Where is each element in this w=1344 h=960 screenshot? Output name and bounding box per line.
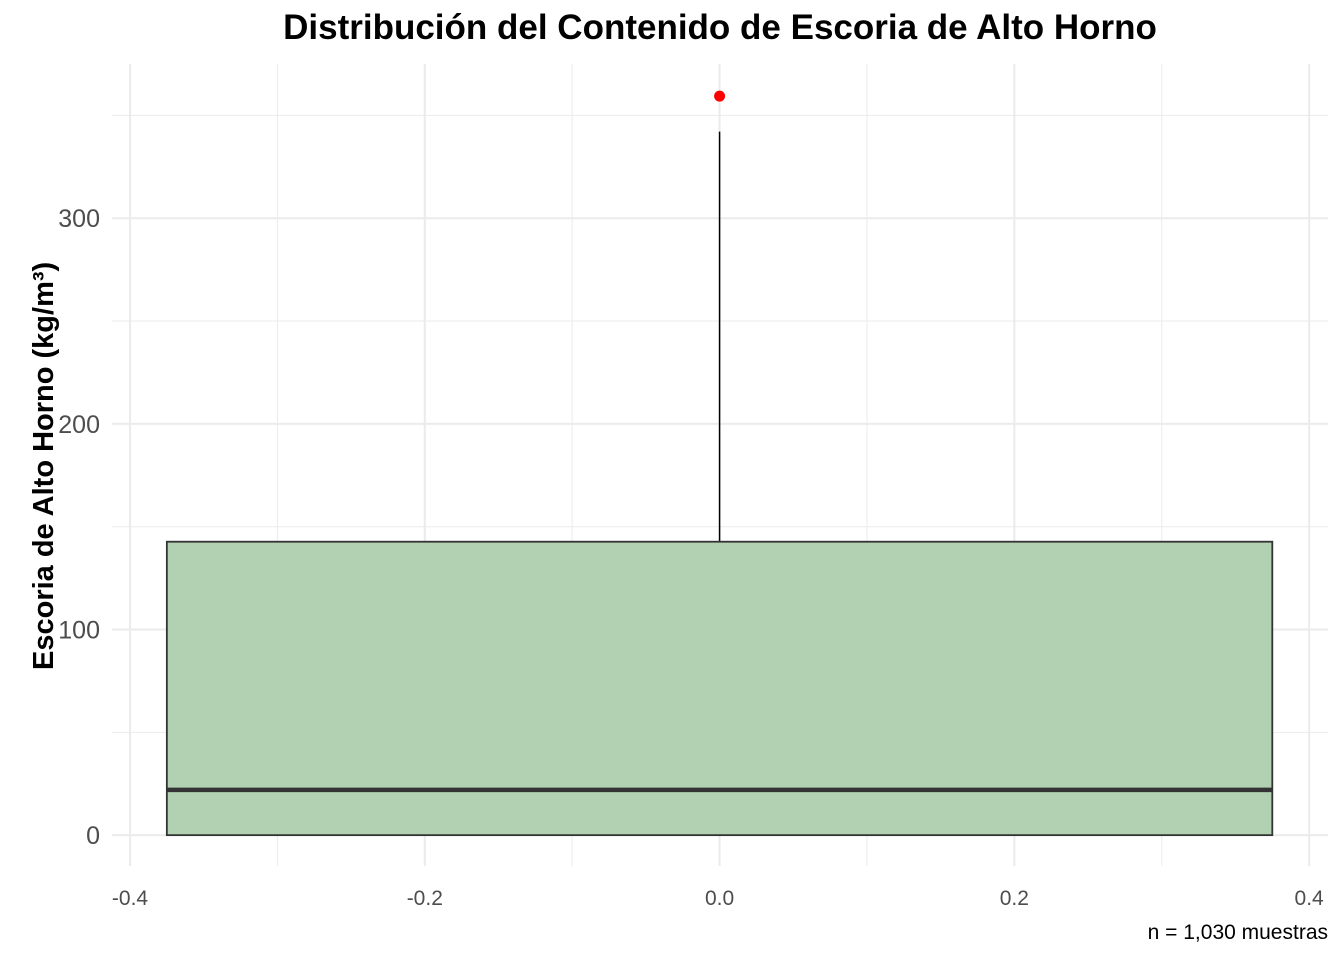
y-axis-label: Escoria de Alto Horno (kg/m³) bbox=[27, 261, 60, 670]
box-iqr bbox=[165, 540, 1274, 837]
x-axis-ticks: -0.4 -0.2 0.0 0.2 0.4 bbox=[112, 887, 1324, 910]
y-tick-label: 0 bbox=[86, 822, 100, 850]
outlier-point bbox=[714, 90, 726, 102]
x-tick-label: 0.4 bbox=[1295, 887, 1325, 910]
chart-title: Distribución del Contenido de Escoria de… bbox=[283, 8, 1157, 47]
y-tick-label: 300 bbox=[58, 205, 100, 233]
y-axis-ticks: 0 100 200 300 bbox=[58, 205, 100, 850]
y-tick-label: 200 bbox=[58, 411, 100, 439]
y-tick-label: 100 bbox=[58, 617, 100, 645]
x-tick-label: -0.2 bbox=[407, 887, 443, 910]
x-tick-label: 0.2 bbox=[1000, 887, 1029, 910]
box-layer bbox=[165, 90, 1274, 837]
chart-caption: n = 1,030 muestras bbox=[1147, 921, 1328, 944]
x-tick-label: 0.0 bbox=[705, 887, 734, 910]
x-tick-label: -0.4 bbox=[112, 887, 149, 910]
